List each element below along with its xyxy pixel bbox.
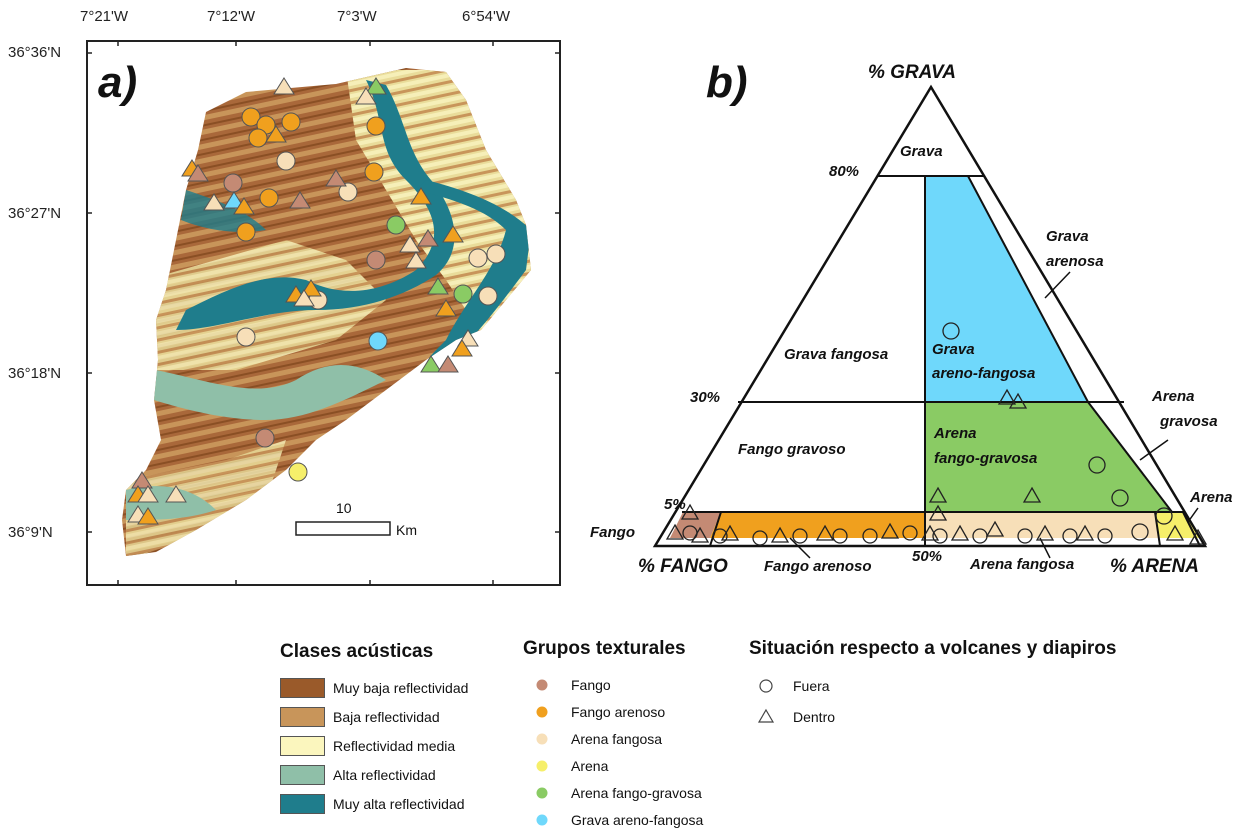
grava-areno-fangosa-region	[925, 176, 1088, 402]
swatch-muy-baja	[280, 678, 325, 698]
legend-textural-4: Arena	[571, 758, 609, 774]
region-grava-arenosa-2: arenosa	[1046, 253, 1104, 270]
situation-symbols	[757, 679, 775, 723]
region-arena-gravosa-2: gravosa	[1160, 413, 1218, 430]
legend-textural-2: Fango arenoso	[571, 704, 666, 720]
lon-tick-4: 6°54'W	[462, 8, 511, 25]
ternary-samples	[665, 322, 1208, 546]
swatch-media	[280, 736, 325, 756]
acoustic-map	[86, 40, 561, 586]
region-fango-arenoso: Fango arenoso	[764, 558, 872, 575]
legend-acoustic-3: Reflectividad media	[333, 738, 456, 754]
panel-b-label: b)	[706, 58, 748, 107]
arena-fango-gravosa-region	[925, 402, 1172, 512]
fango-arenoso-region	[710, 512, 925, 538]
region-arena-fangosa: Arena fangosa	[970, 556, 1075, 573]
ternary-diagram	[652, 84, 1208, 559]
legend-textural-3: Arena fangosa	[571, 731, 663, 747]
legend-acoustic-title: Clases acústicas	[280, 641, 434, 662]
pct-5: 5%	[664, 496, 686, 513]
lat-tick-4: 36°9'N	[8, 524, 53, 541]
lon-tick-1: 7°21'W	[80, 8, 129, 25]
legend-textural-1: Fango	[571, 677, 611, 693]
region-grava-areno-fangosa-2: areno-fangosa	[932, 365, 1036, 382]
textural-dots	[536, 679, 548, 826]
pct-80: 80%	[829, 163, 860, 180]
scale-value: 10	[336, 500, 352, 516]
swatch-baja	[280, 707, 325, 727]
arena-fangosa-region	[925, 512, 1160, 538]
region-arena-fango-gravosa-2: fango-gravosa	[934, 450, 1038, 467]
lat-tick-1: 36°36'N	[8, 44, 62, 61]
region-grava-fangosa: Grava fangosa	[784, 346, 889, 363]
arena-region	[1155, 512, 1200, 538]
legend-acoustic-4: Alta reflectividad	[333, 767, 436, 783]
sample-markers	[127, 77, 506, 525]
swatch-muy-alta	[280, 794, 325, 814]
region-grava-arenosa-1: Grava	[1046, 228, 1089, 245]
legend-textural-title: Grupos texturales	[523, 638, 686, 659]
legend-situation-1: Fuera	[793, 678, 830, 694]
region-fango-gravoso: Fango gravoso	[738, 441, 846, 458]
swatch-alta	[280, 765, 325, 785]
pct-50: 50%	[912, 548, 943, 565]
lat-tick-2: 36°27'N	[8, 205, 62, 222]
pct-30: 30%	[690, 389, 721, 406]
region-grava: Grava	[900, 143, 943, 160]
legend-textural-5: Arena fango-gravosa	[571, 785, 702, 801]
legend-situation-title: Situación respecto a volcanes y diapiros	[749, 638, 1117, 659]
vertex-arena: % ARENA	[1110, 556, 1200, 577]
region-fango: Fango	[590, 524, 635, 541]
legend-textural-6: Grava areno-fangosa	[571, 812, 704, 828]
scale-unit: Km	[396, 522, 417, 538]
legend-acoustic-2: Baja reflectividad	[333, 709, 440, 725]
region-arena-fango-gravosa-1: Arena	[934, 425, 977, 442]
scale-bar	[295, 521, 391, 536]
region-arena: Arena	[1190, 489, 1233, 506]
lon-tick-3: 7°3'W	[337, 8, 377, 25]
lat-tick-3: 36°18'N	[8, 365, 62, 382]
vertex-grava: % GRAVA	[868, 62, 956, 83]
region-grava-areno-fangosa-1: Grava	[932, 341, 975, 358]
region-arena-gravosa-1: Arena	[1152, 388, 1195, 405]
legend-situation-2: Dentro	[793, 709, 836, 725]
legend-acoustic-5: Muy alta reflectividad	[333, 796, 465, 812]
lon-tick-2: 7°12'W	[207, 8, 256, 25]
vertex-fango: % FANGO	[638, 556, 728, 577]
panel-a-label: a)	[98, 58, 138, 107]
legend-acoustic-1: Muy baja reflectividad	[333, 680, 469, 696]
